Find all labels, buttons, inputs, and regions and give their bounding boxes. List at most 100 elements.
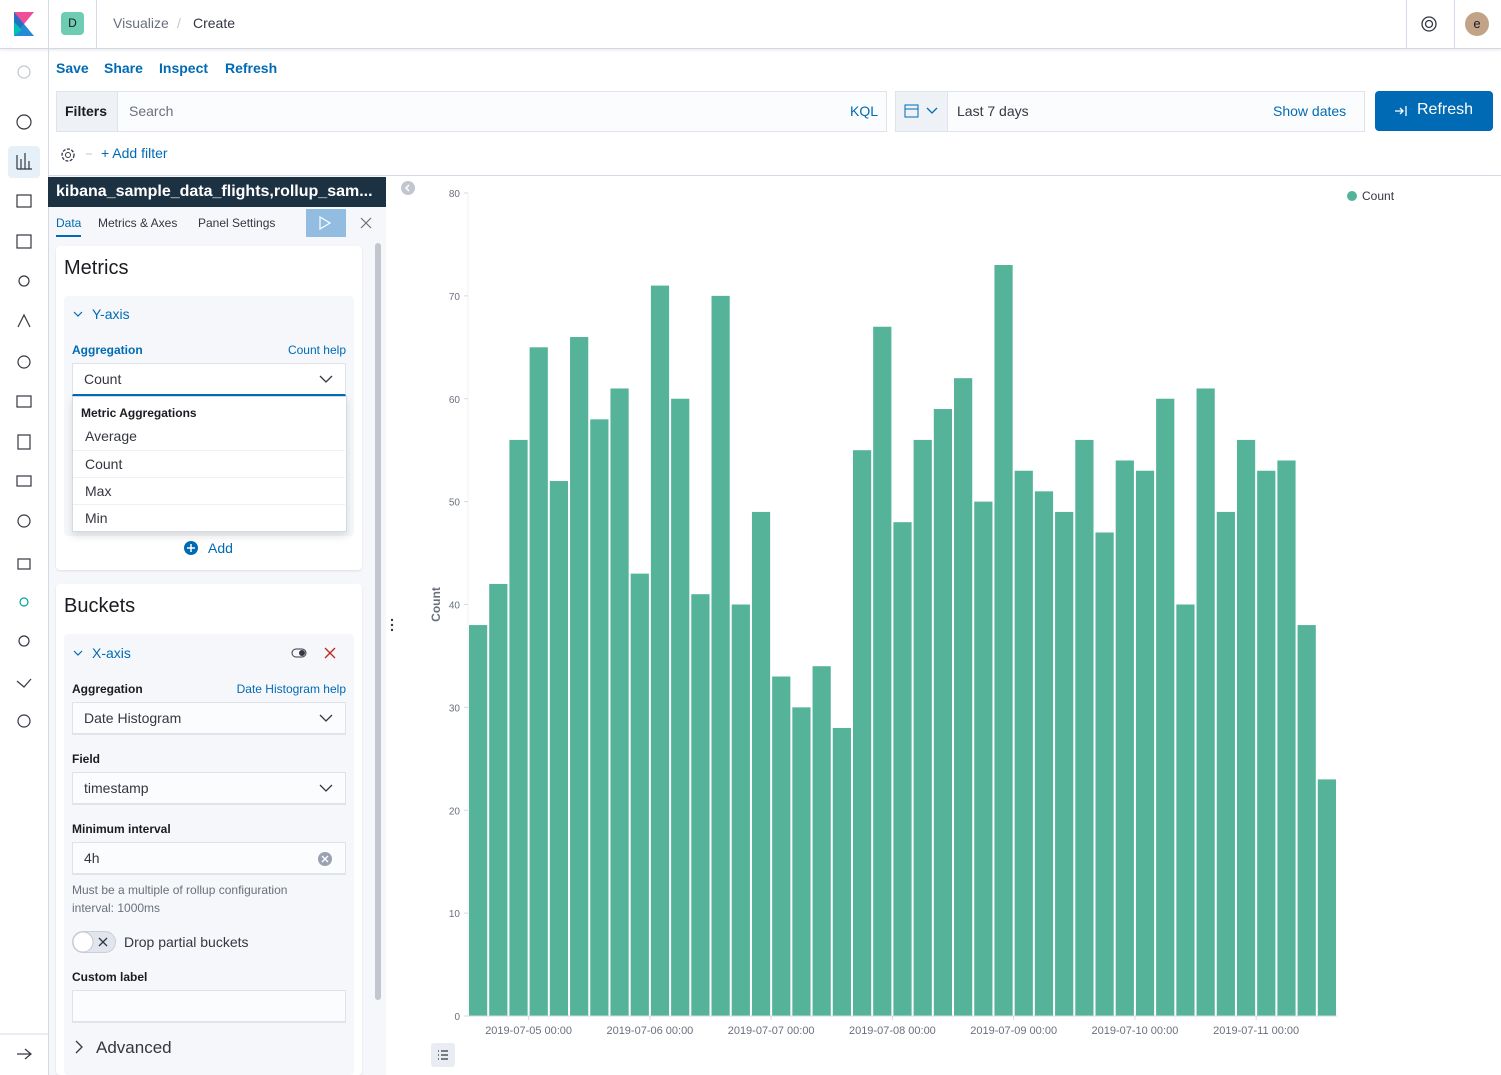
field-select[interactable]: timestamp bbox=[72, 772, 346, 805]
bar bbox=[529, 347, 548, 1016]
dropdown: Metric Aggregations Average Count Max Mi… bbox=[72, 396, 347, 532]
help-link[interactable]: Count help bbox=[287, 343, 346, 357]
bar bbox=[1095, 532, 1114, 1016]
legend-toggle[interactable] bbox=[431, 1043, 455, 1067]
bar bbox=[1317, 779, 1336, 1016]
switch[interactable] bbox=[72, 931, 116, 953]
menu-item[interactable]: Inspect bbox=[159, 60, 209, 76]
bar bbox=[832, 727, 851, 1016]
space-badge[interactable]: D bbox=[61, 12, 84, 35]
breadcrumb[interactable]: Visualize bbox=[113, 15, 169, 31]
agg-actions[interactable] bbox=[291, 646, 339, 660]
bar bbox=[792, 707, 811, 1016]
add-filter[interactable]: + Add filter bbox=[101, 145, 168, 161]
divider bbox=[96, 0, 97, 48]
search-placeholder: Search bbox=[129, 103, 174, 119]
refresh-label: Refresh bbox=[1417, 101, 1474, 118]
input-value: 4h bbox=[84, 850, 100, 866]
divider bbox=[1454, 0, 1455, 48]
y-axis-title: Count bbox=[429, 587, 443, 622]
tab[interactable]: Data bbox=[56, 216, 82, 237]
resize-handle[interactable] bbox=[389, 618, 395, 632]
switch-label: Drop partial buckets bbox=[124, 934, 249, 950]
help-link[interactable]: Date Histogram help bbox=[236, 682, 346, 696]
agg-title[interactable]: X-axis bbox=[92, 645, 131, 661]
menu-item[interactable]: Save bbox=[56, 60, 89, 76]
select-value: Date Histogram bbox=[84, 710, 182, 726]
filter-settings[interactable] bbox=[60, 146, 100, 164]
bar bbox=[852, 450, 872, 1016]
bar bbox=[489, 583, 508, 1016]
menu-item[interactable]: Share bbox=[104, 60, 143, 76]
bar bbox=[893, 522, 912, 1016]
field-label: Minimum interval bbox=[72, 822, 171, 836]
side-nav bbox=[0, 49, 49, 1075]
dropdown-option[interactable]: Count bbox=[73, 450, 345, 478]
help-icon[interactable] bbox=[1421, 16, 1437, 32]
apply-button[interactable] bbox=[306, 209, 346, 237]
aggregation-select[interactable]: Date Histogram bbox=[72, 702, 346, 735]
search-bar[interactable] bbox=[56, 91, 887, 132]
refresh-button[interactable] bbox=[1375, 91, 1493, 131]
legend-swatch bbox=[1347, 191, 1357, 201]
field-label: Custom label bbox=[72, 970, 148, 984]
dropdown-option[interactable]: Average bbox=[85, 428, 137, 444]
help-text: Must be a multiple of rollup configurati… bbox=[72, 883, 288, 915]
chevron[interactable] bbox=[72, 648, 84, 658]
divider bbox=[49, 175, 1501, 176]
bar bbox=[1277, 460, 1296, 1017]
chevron bbox=[319, 714, 333, 722]
bar bbox=[549, 481, 569, 1016]
tab[interactable]: Panel Settings bbox=[198, 216, 276, 230]
custom-label-input[interactable] bbox=[72, 990, 346, 1023]
dropdown-option[interactable]: Max bbox=[73, 477, 345, 505]
x-tick-label: 2019-07-07 00:00 bbox=[728, 1025, 815, 1036]
clear-icon[interactable] bbox=[317, 851, 333, 867]
dropdown-option[interactable]: Min bbox=[73, 504, 345, 532]
bar bbox=[509, 439, 528, 1016]
x-tick-label: 2019-07-05 00:00 bbox=[485, 1025, 572, 1036]
discard-icon[interactable] bbox=[360, 217, 372, 229]
menu-item[interactable]: Refresh bbox=[225, 60, 278, 76]
legend-label: Count bbox=[1362, 189, 1395, 203]
bar bbox=[751, 511, 771, 1016]
bar bbox=[974, 501, 993, 1016]
bar bbox=[1156, 398, 1175, 1016]
calendar-icon bbox=[904, 104, 938, 118]
chevron[interactable] bbox=[74, 1040, 84, 1054]
field-label: Aggregation bbox=[72, 343, 143, 357]
bar bbox=[812, 666, 831, 1016]
add-metric[interactable]: Add bbox=[208, 540, 233, 556]
filters-button[interactable]: Filters bbox=[57, 92, 118, 131]
section-title: Buckets bbox=[64, 595, 136, 617]
bar bbox=[691, 594, 710, 1016]
logo[interactable] bbox=[14, 12, 34, 36]
x-tick-label: 2019-07-10 00:00 bbox=[1091, 1025, 1178, 1036]
date-picker[interactable] bbox=[895, 91, 1365, 132]
advanced-toggle[interactable]: Advanced bbox=[96, 1038, 172, 1057]
show-dates[interactable]: Show dates bbox=[1273, 103, 1347, 119]
kql-button[interactable]: KQL bbox=[850, 103, 879, 119]
tab[interactable]: Metrics & Axes bbox=[98, 216, 178, 230]
breadcrumb: Create bbox=[193, 15, 236, 31]
agg-title[interactable]: Y-axis bbox=[92, 306, 130, 322]
bar bbox=[671, 398, 690, 1016]
bar bbox=[469, 625, 488, 1016]
bar bbox=[1176, 604, 1195, 1016]
aggregation-select[interactable]: Count bbox=[72, 363, 346, 396]
avatar[interactable]: e bbox=[1465, 12, 1489, 36]
select-value: timestamp bbox=[84, 780, 149, 796]
y-tick-label: 60 bbox=[449, 395, 461, 406]
collapse-button[interactable] bbox=[401, 181, 415, 195]
time-range[interactable]: Last 7 days bbox=[957, 103, 1029, 119]
chevron[interactable] bbox=[72, 309, 84, 319]
bar bbox=[1196, 388, 1215, 1016]
scrollbar bbox=[375, 243, 381, 1000]
y-tick-label: 20 bbox=[449, 806, 461, 817]
bar bbox=[1236, 439, 1256, 1016]
bar bbox=[731, 604, 750, 1016]
refresh-icon bbox=[1395, 106, 1407, 116]
x-tick-label: 2019-07-06 00:00 bbox=[606, 1025, 693, 1036]
interval-input[interactable]: 4h bbox=[72, 842, 346, 875]
